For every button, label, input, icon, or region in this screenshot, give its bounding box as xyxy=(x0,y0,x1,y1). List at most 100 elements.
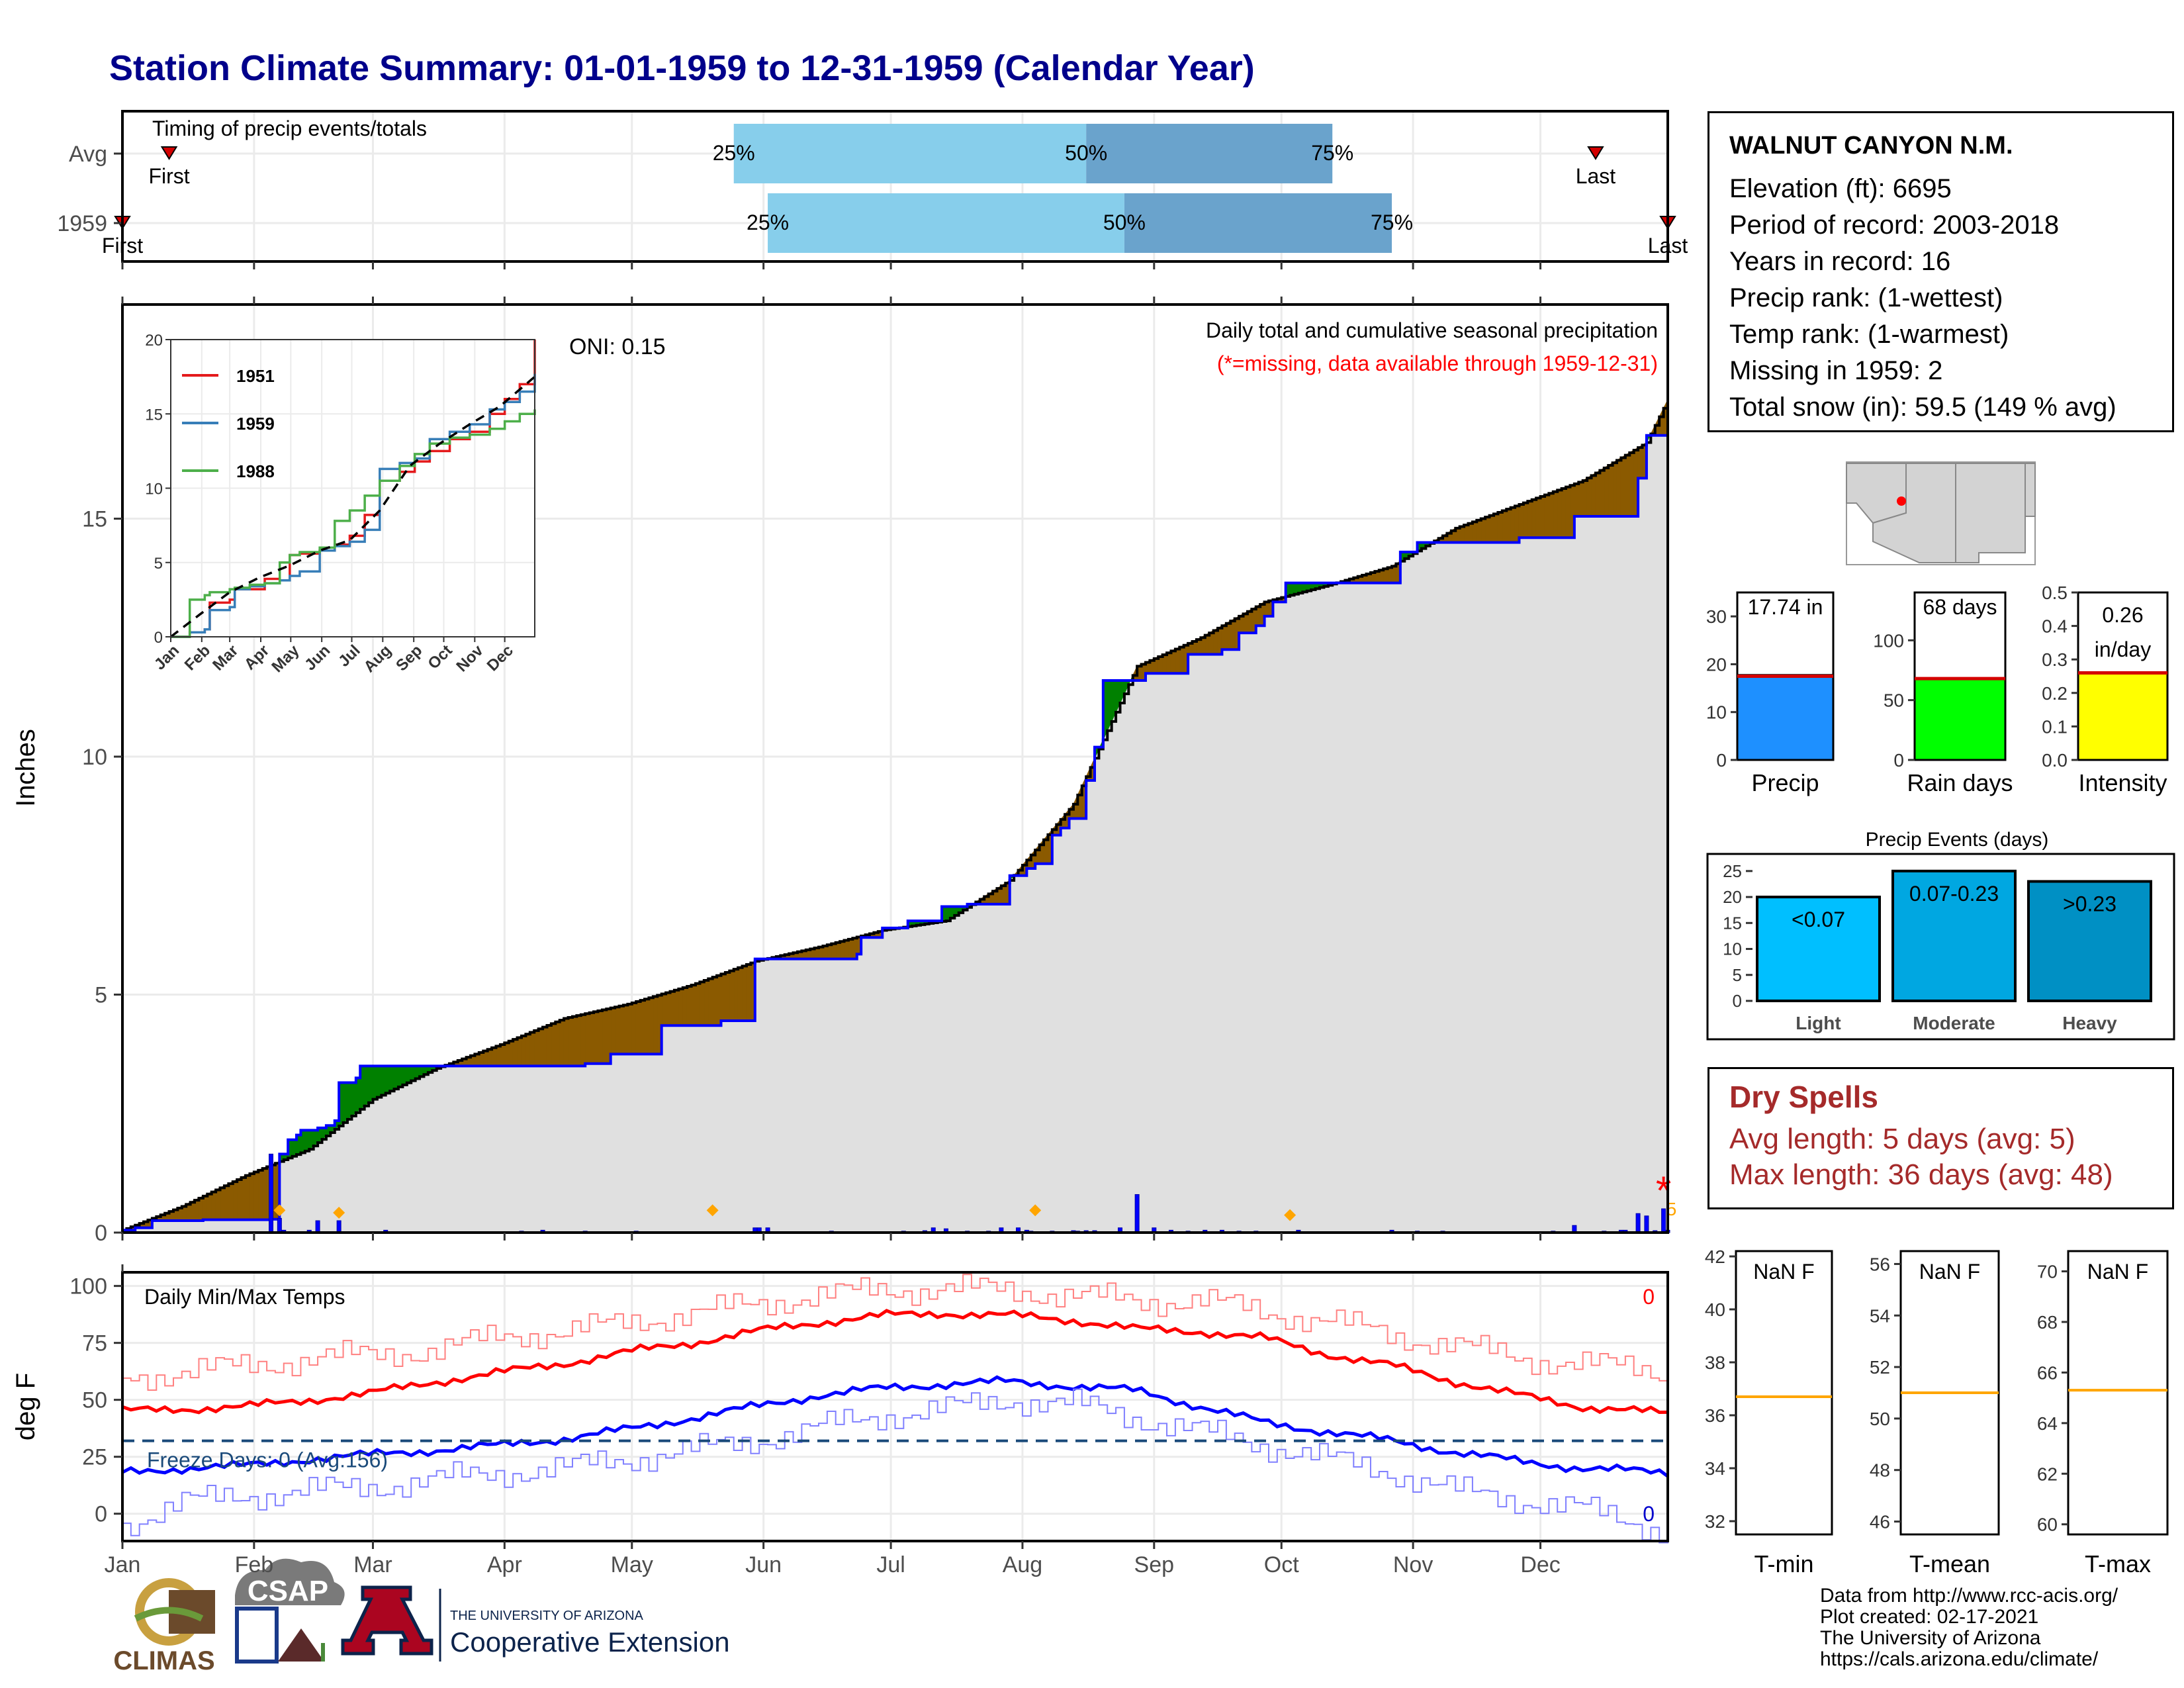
precip-below-avg-area xyxy=(1540,494,1545,538)
precip-below-avg-area xyxy=(1497,510,1503,543)
precip-above-avg-area xyxy=(368,1065,373,1103)
csap-logo: CSAP xyxy=(235,1558,345,1664)
dry-spells-max: Max length: 36 days (avg: 48) xyxy=(1729,1158,2113,1191)
total-bar xyxy=(1913,677,2007,761)
tsum-y-tick-label: 32 xyxy=(1705,1511,1725,1532)
ua-logo-main-text: Cooperative Extension xyxy=(450,1626,730,1658)
total-category-label: Rain days xyxy=(1907,769,2013,796)
daily-precip-bar xyxy=(336,1220,341,1233)
precip-below-avg-area xyxy=(699,980,705,1026)
precip-below-avg-area xyxy=(602,1008,607,1064)
total-y-tick-label: 0.4 xyxy=(2042,616,2068,637)
event-category-label: Moderate xyxy=(1913,1013,1995,1033)
station-precip-rank: Precip rank: (1-wettest) xyxy=(1729,283,2003,312)
precip-below-avg-area xyxy=(1557,488,1563,538)
precip-below-avg-area xyxy=(249,1171,255,1221)
inset-y-tick-label: 0 xyxy=(154,629,163,647)
precip-below-avg-area xyxy=(241,1174,246,1221)
precip-below-avg-area xyxy=(232,1179,238,1221)
station-elevation: Elevation (ft): 6695 xyxy=(1729,174,1952,203)
precip-below-avg-area xyxy=(1506,507,1512,543)
ua-logo-top-text: THE UNIVERSITY OF ARIZONA xyxy=(450,1609,644,1623)
credit-line: Plot created: 02-17-2021 xyxy=(1820,1606,2039,1628)
total-category-label: Intensity xyxy=(2078,769,2167,796)
temp-border xyxy=(121,1271,1669,1542)
precip-below-avg-area xyxy=(559,1017,565,1066)
daily-precip-bar xyxy=(1134,1194,1140,1233)
precip-below-avg-area xyxy=(653,994,658,1055)
state-map xyxy=(1846,461,2036,565)
precip-below-avg-area xyxy=(631,1001,637,1055)
precip-below-avg-area xyxy=(1574,481,1579,517)
precip-below-avg-area xyxy=(555,1019,561,1066)
event-category-label: Heavy xyxy=(2062,1013,2117,1033)
tsum-frame xyxy=(1735,1250,1833,1536)
total-y-tick-label: 0.3 xyxy=(2042,649,2068,670)
tsum-category-label: T-max xyxy=(2085,1550,2151,1577)
tsum-y-tick-label: 54 xyxy=(1870,1305,1890,1326)
month-label: Jan xyxy=(105,1552,141,1577)
last-marker-icon xyxy=(1587,146,1604,160)
precip-below-avg-area xyxy=(593,1010,598,1064)
month-label: Apr xyxy=(487,1552,522,1577)
temp-y-tick-label: 0 xyxy=(95,1502,107,1527)
precip-below-avg-area xyxy=(228,1181,234,1221)
total-y-tick-label: 0 xyxy=(1893,750,1904,771)
tsum-y-tick-label: 34 xyxy=(1705,1458,1725,1479)
month-label: Oct xyxy=(1264,1552,1299,1577)
temp-series-line xyxy=(121,1375,1669,1478)
timing-border xyxy=(121,110,1669,263)
events-y-tick-label: 0 xyxy=(1733,991,1742,1011)
precip-below-avg-area xyxy=(661,992,666,1026)
tsum-category-label: T-min xyxy=(1754,1550,1814,1577)
credit-line: The University of Arizona xyxy=(1820,1627,2041,1649)
temp-background xyxy=(122,1272,1668,1541)
precip-above-avg-area xyxy=(343,1082,348,1123)
event-marker-icon xyxy=(273,1204,286,1217)
precip-below-avg-area xyxy=(1591,472,1596,517)
event-category-label: Light xyxy=(1796,1013,1841,1033)
event-bar xyxy=(2027,880,2152,1002)
precip-events-panel: Precip Events (days) <0.07 Light 0.07-0.23 M… xyxy=(1706,829,2175,1041)
tsum-value-label: NaN F xyxy=(1919,1260,1980,1284)
tsum-y-tick-label: 64 xyxy=(2037,1413,2058,1434)
precip-below-avg-area xyxy=(644,997,649,1055)
precip-below-avg-area xyxy=(584,1012,590,1064)
timing-title: Timing of precip events/totals xyxy=(152,117,427,140)
inset-series-line xyxy=(171,340,536,638)
precip-below-avg-area xyxy=(627,1002,633,1055)
timing-bar-early xyxy=(768,193,1124,253)
precip-below-avg-area xyxy=(610,1006,615,1055)
tsum-y-tick-label: 52 xyxy=(1870,1357,1890,1378)
tsum-y-tick-label: 66 xyxy=(2037,1362,2058,1383)
total-bar xyxy=(1736,674,1835,761)
precip-below-avg-area xyxy=(1599,467,1605,517)
precip-y-tick-label: 15 xyxy=(82,507,107,532)
inset-y-tick-label: 15 xyxy=(145,406,163,424)
credit-line: https://cals.arizona.edu/climate/ xyxy=(1820,1648,2099,1670)
tsum-y-tick-label: 62 xyxy=(2037,1464,2058,1484)
precip-below-avg-area xyxy=(1527,499,1533,538)
map-state-east xyxy=(2025,463,2036,517)
precip-below-avg-area xyxy=(572,1015,577,1066)
precip-below-avg-area xyxy=(1595,469,1600,517)
precip-below-avg-area xyxy=(623,1004,628,1055)
precip-above-avg-area xyxy=(377,1065,382,1098)
precip-below-avg-area xyxy=(1582,477,1588,517)
timing-label-50: 50% xyxy=(1065,141,1107,165)
inset-legend-label: 1988 xyxy=(236,461,275,481)
inset-y-tick-label: 10 xyxy=(145,481,163,498)
temp-y-tick-label: 50 xyxy=(82,1388,107,1413)
precip-below-avg-area xyxy=(529,1030,535,1066)
station-missing: Missing in 1959: 2 xyxy=(1729,356,1943,385)
event-marker-icon xyxy=(1029,1204,1042,1217)
total-y-tick-label: 0.5 xyxy=(2042,583,2068,603)
precip-above-avg-area xyxy=(381,1065,387,1096)
total-y-tick-label: 10 xyxy=(1706,702,1727,723)
event-marker-icon xyxy=(333,1207,345,1219)
tsum-value-label: NaN F xyxy=(1753,1260,1814,1284)
precip-cumulative-fill xyxy=(122,399,1668,1233)
event-marker-icon xyxy=(1284,1209,1297,1221)
climas-logo: CLIMAS xyxy=(113,1578,215,1675)
